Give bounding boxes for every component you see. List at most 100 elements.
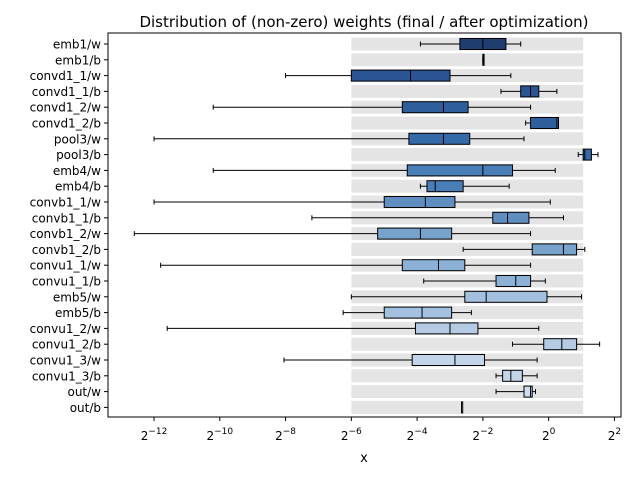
x-tick-exponent: −6 [349,427,363,437]
y-tick-label: pool3/w [54,132,101,146]
x-tick-base: 2 [341,429,349,443]
background-band [351,116,584,130]
background-band [351,369,584,383]
y-tick-label: emb1/w [53,38,101,52]
y-tick-label: convb1_1/w [30,196,102,210]
box-convd1-2-w [212,101,532,114]
y-tick-label: emb4/w [53,164,101,178]
box-iqr [530,117,560,129]
x-tick-exponent: −12 [148,427,167,437]
background-band [351,400,584,414]
box-emb1-b [482,53,485,66]
y-tick-label: out/w [67,385,101,399]
box-emb4-w [212,164,556,177]
y-tick-label: convu1_3/b [32,369,101,383]
box-convu1-3-w [283,354,538,366]
box-iqr [401,101,469,114]
x-tick-base: 2 [275,429,283,443]
x-tick-exponent: −10 [214,427,233,437]
box-iqr [401,259,466,272]
box-out-b [461,401,464,414]
x-axis-label: x [360,451,368,466]
x-tick-label: 2−12 [141,427,168,443]
box-pool3-b [577,148,599,161]
x-axis-ticks: 2−12 2−10 2−8 2−6 2−4 2−2 20 22 [141,417,621,443]
y-tick-label: convb1_2/w [30,227,102,241]
y-tick-label: convu1_1/b [32,275,101,289]
box-iqr [520,85,540,98]
box-convu1-1-w [160,259,532,272]
x-tick-exponent: 2 [615,427,621,437]
x-tick-base: 2 [542,429,550,443]
box-iqr [492,211,530,224]
box-iqr [426,180,464,193]
y-tick-label: pool3/b [56,148,101,162]
box-iqr [495,275,532,287]
box-iqr [406,164,513,177]
box-emb1-w [419,38,522,50]
y-tick-label: convu1_3/w [30,354,102,368]
x-tick-label: 22 [608,427,621,443]
x-tick-exponent: 0 [550,427,556,437]
y-tick-label: convu1_1/w [30,259,102,273]
x-tick-base: 2 [407,429,415,443]
box-convb1-1-b [311,211,564,224]
x-tick-base: 2 [608,429,616,443]
box-convu1-2-b [511,338,601,351]
x-tick-label: 2−8 [275,427,296,443]
x-tick-base: 2 [472,429,480,443]
box-convb1-1-w [153,196,551,208]
box-convb1-2-w [133,227,532,240]
box-emb5-b [342,306,472,319]
y-tick-label: emb1/b [55,53,101,67]
box-iqr [502,369,523,382]
box-convu1-2-w [166,322,540,335]
background-band [351,337,584,351]
x-tick-base: 2 [206,429,214,443]
box-iqr [350,69,451,82]
box-iqr [408,132,471,145]
y-tick-label: convb1_2/b [32,243,101,257]
box-iqr [414,322,479,335]
y-tick-label: convd1_2/b [32,117,101,131]
box-convb1-2-b [462,243,586,256]
y-tick-label: emb5/b [55,306,101,320]
box-convd1-2-b [525,117,560,129]
box-convd1-1-w [285,69,512,82]
y-tick-label: convb1_1/b [32,211,101,225]
y-tick-label: convd1_1/b [32,85,101,99]
box-iqr [377,227,453,240]
box-iqr [523,385,533,398]
background-band [351,53,584,67]
y-tick-label: emb5/w [53,290,101,304]
plot-frame [107,32,622,418]
box-iqr [543,338,578,351]
x-tick-label: 2−6 [341,427,362,443]
box-iqr [464,290,548,303]
box-out-w [495,385,536,398]
x-tick-exponent: −8 [283,427,297,437]
x-tick-label: 2−2 [472,427,493,443]
y-tick-label: emb4/b [55,180,101,194]
x-tick-label: 20 [542,427,556,443]
x-tick-label: 2−10 [206,427,233,443]
chart-title: Distribution of (non-zero) weights (fina… [139,13,588,31]
box-iqr [383,196,456,208]
box-iqr [582,148,592,161]
box-convu1-1-b [423,275,546,287]
box-series [133,38,601,414]
box-pool3-w [153,132,525,145]
x-tick-exponent: −4 [414,427,428,437]
x-tick-label: 2−4 [407,427,428,443]
box-convu1-3-b [495,369,538,382]
box-iqr [531,243,578,256]
box-emb4-b [419,180,510,193]
background-band [351,148,584,162]
y-tick-label: convd1_2/w [30,101,102,115]
y-tick-label: convu1_2/w [30,322,102,336]
x-tick-base: 2 [141,429,149,443]
box-iqr [411,354,486,366]
box-emb5-w [350,290,583,303]
